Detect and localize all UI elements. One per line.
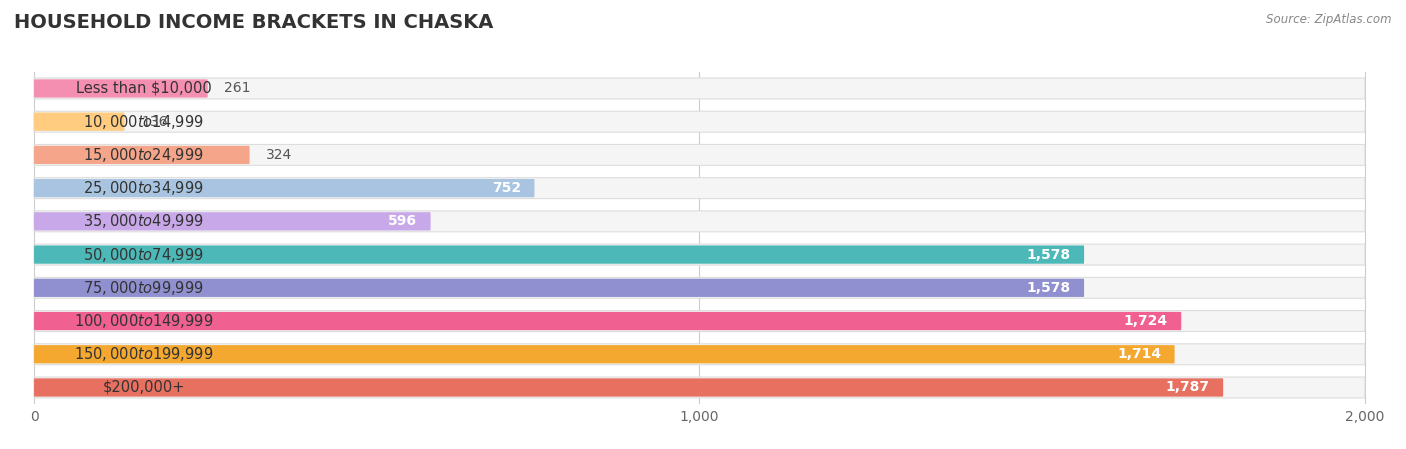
- FancyBboxPatch shape: [34, 211, 1365, 232]
- FancyBboxPatch shape: [34, 279, 1084, 297]
- Text: Less than $10,000: Less than $10,000: [76, 81, 212, 96]
- FancyBboxPatch shape: [34, 146, 250, 164]
- Text: $25,000 to $34,999: $25,000 to $34,999: [83, 179, 204, 197]
- Text: 1,724: 1,724: [1123, 314, 1168, 328]
- FancyBboxPatch shape: [34, 345, 1174, 363]
- FancyBboxPatch shape: [34, 246, 1084, 264]
- Text: 136: 136: [141, 114, 167, 129]
- FancyBboxPatch shape: [34, 377, 1365, 398]
- Text: 1,714: 1,714: [1118, 347, 1161, 361]
- FancyBboxPatch shape: [34, 145, 1365, 165]
- Text: 324: 324: [266, 148, 292, 162]
- Text: $200,000+: $200,000+: [103, 380, 186, 395]
- Text: 1,578: 1,578: [1026, 247, 1071, 262]
- FancyBboxPatch shape: [34, 113, 125, 131]
- Text: $15,000 to $24,999: $15,000 to $24,999: [83, 146, 204, 164]
- Text: 1,578: 1,578: [1026, 281, 1071, 295]
- Text: HOUSEHOLD INCOME BRACKETS IN CHASKA: HOUSEHOLD INCOME BRACKETS IN CHASKA: [14, 13, 494, 32]
- Text: $100,000 to $149,999: $100,000 to $149,999: [75, 312, 214, 330]
- Text: 596: 596: [388, 214, 418, 229]
- FancyBboxPatch shape: [34, 277, 1365, 298]
- FancyBboxPatch shape: [34, 244, 1365, 265]
- Text: $35,000 to $49,999: $35,000 to $49,999: [83, 212, 204, 230]
- FancyBboxPatch shape: [34, 79, 208, 97]
- FancyBboxPatch shape: [34, 111, 1365, 132]
- Text: $75,000 to $99,999: $75,000 to $99,999: [83, 279, 204, 297]
- FancyBboxPatch shape: [34, 379, 1223, 396]
- Text: 752: 752: [492, 181, 522, 195]
- FancyBboxPatch shape: [34, 179, 534, 197]
- FancyBboxPatch shape: [34, 311, 1365, 331]
- Text: $50,000 to $74,999: $50,000 to $74,999: [83, 246, 204, 264]
- Text: 1,787: 1,787: [1166, 380, 1211, 395]
- FancyBboxPatch shape: [34, 178, 1365, 198]
- FancyBboxPatch shape: [34, 312, 1181, 330]
- Text: $150,000 to $199,999: $150,000 to $199,999: [75, 345, 214, 363]
- FancyBboxPatch shape: [34, 212, 430, 230]
- FancyBboxPatch shape: [34, 344, 1365, 365]
- FancyBboxPatch shape: [34, 78, 1365, 99]
- Text: $10,000 to $14,999: $10,000 to $14,999: [83, 113, 204, 131]
- Text: 261: 261: [225, 81, 250, 96]
- Text: Source: ZipAtlas.com: Source: ZipAtlas.com: [1267, 13, 1392, 26]
